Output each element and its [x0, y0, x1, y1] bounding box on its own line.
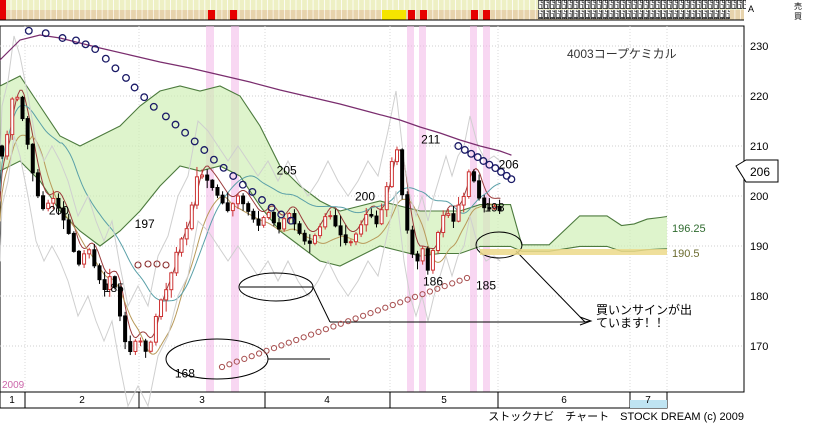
svg-text:185: 185 [476, 279, 496, 293]
svg-text:7: 7 [645, 395, 651, 406]
svg-text:6: 6 [561, 395, 567, 406]
svg-text:168: 168 [175, 366, 195, 380]
svg-text:4003コープケミカル: 4003コープケミカル [567, 47, 677, 61]
svg-text:186: 186 [423, 274, 443, 288]
svg-text:3: 3 [199, 395, 205, 406]
svg-text:197: 197 [135, 217, 155, 231]
svg-text:ています！！: ています！！ [596, 316, 668, 330]
svg-text:211: 211 [421, 132, 440, 146]
svg-text:206: 206 [499, 157, 519, 171]
svg-text:210: 210 [750, 141, 768, 153]
svg-text:205: 205 [277, 163, 297, 177]
svg-text:2009: 2009 [2, 380, 25, 391]
svg-text:196.25: 196.25 [672, 223, 706, 235]
svg-text:190.5: 190.5 [672, 248, 700, 260]
svg-text:230: 230 [750, 41, 768, 53]
svg-text:2: 2 [79, 395, 85, 406]
svg-text:190: 190 [750, 241, 768, 253]
svg-text:4: 4 [324, 395, 330, 406]
svg-text:5: 5 [441, 395, 447, 406]
svg-text:220: 220 [750, 91, 768, 103]
svg-text:買: 買 [794, 12, 802, 21]
svg-text:200: 200 [355, 190, 375, 204]
svg-text:198: 198 [484, 200, 504, 214]
svg-text:200: 200 [49, 203, 69, 217]
svg-text:売: 売 [794, 1, 802, 11]
svg-text:ストックナビ チャート STOCK DREAM (c) 20: ストックナビ チャート STOCK DREAM (c) 2009 [488, 410, 744, 423]
svg-text:180: 180 [750, 291, 768, 303]
svg-text:200: 200 [750, 191, 768, 203]
svg-text:170: 170 [750, 341, 768, 353]
svg-text:A: A [748, 4, 754, 14]
svg-text:買いンサインが出: 買いンサインが出 [596, 302, 692, 317]
svg-text:206: 206 [750, 165, 770, 179]
svg-text:1: 1 [9, 395, 15, 406]
svg-text:185: 185 [104, 281, 124, 295]
